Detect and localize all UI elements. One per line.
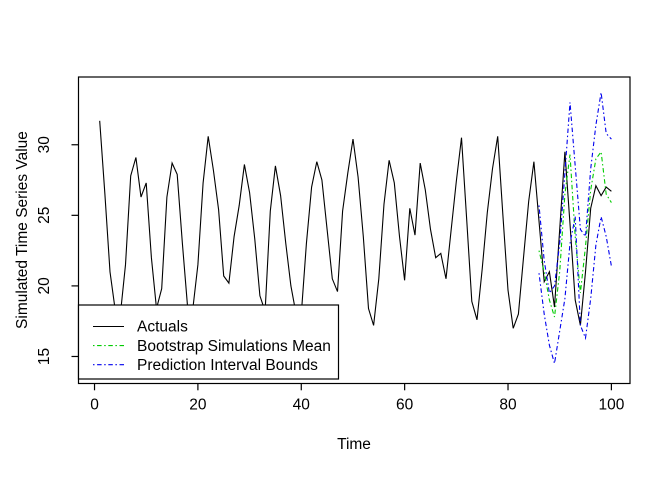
legend-item-label: Bootstrap Simulations Mean <box>137 338 331 355</box>
actuals-line <box>99 120 612 329</box>
x-tick-label: 100 <box>598 397 624 414</box>
legend-item-label: Prediction Interval Bounds <box>137 357 318 374</box>
x-axis-title: Time <box>337 436 371 453</box>
prediction-interval-upper-bound-line <box>538 92 612 295</box>
bootstrap-simulations-mean-line <box>538 150 612 318</box>
x-tick-label: 20 <box>189 397 207 414</box>
y-tick-label: 20 <box>36 277 53 295</box>
legend: Actuals Bootstrap Simulations Mean Predict… <box>77 304 340 380</box>
x-tick-label: 80 <box>499 397 517 414</box>
x-tick-label: 60 <box>396 397 414 414</box>
y-tick-label: 25 <box>36 207 53 224</box>
y-tick-label: 15 <box>36 348 53 365</box>
legend-box <box>77 304 340 380</box>
y-axis: 15 20 25 30 <box>36 136 79 365</box>
x-tick-label: 0 <box>90 397 99 414</box>
x-axis: 0 20 40 60 80 100 <box>90 383 625 414</box>
x-tick-label: 40 <box>293 397 311 414</box>
plot-series <box>99 92 612 364</box>
prediction-interval-lower-bound-line <box>538 216 612 364</box>
plot-box-border <box>77 76 631 385</box>
y-tick-label: 30 <box>36 136 53 154</box>
y-axis-title: Simulated Time Series Value <box>14 131 31 329</box>
legend-item-label: Actuals <box>137 319 188 336</box>
